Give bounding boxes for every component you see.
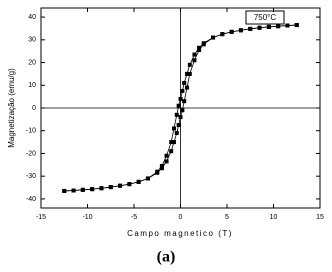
x-tick-label: 0	[179, 214, 183, 221]
marker	[197, 48, 202, 53]
marker	[118, 183, 123, 188]
y-tick-label: 10	[28, 82, 36, 89]
marker	[159, 163, 164, 168]
marker	[171, 140, 176, 145]
marker	[159, 166, 164, 171]
marker	[185, 71, 190, 76]
marker	[185, 85, 190, 90]
marker	[176, 123, 181, 128]
caption: (a)	[157, 249, 176, 266]
marker	[238, 28, 243, 33]
y-tick-label: 30	[28, 37, 36, 44]
marker	[220, 32, 225, 37]
marker	[229, 29, 234, 34]
marker	[192, 58, 197, 63]
marker	[155, 169, 160, 174]
marker	[197, 45, 202, 50]
marker	[178, 115, 183, 120]
marker	[248, 26, 253, 31]
marker	[145, 176, 150, 181]
marker	[178, 96, 183, 101]
marker	[80, 187, 85, 192]
marker	[108, 185, 113, 190]
marker	[169, 149, 174, 154]
y-tick-label: -40	[26, 196, 36, 203]
marker	[294, 23, 299, 28]
marker	[164, 153, 169, 158]
marker	[136, 179, 141, 184]
y-tick-label: -30	[26, 173, 36, 180]
x-tick-label: 10	[270, 214, 278, 221]
x-tick-label: 15	[316, 214, 324, 221]
marker	[187, 71, 192, 76]
marker	[71, 188, 76, 193]
y-tick-label: 20	[28, 59, 36, 66]
marker	[276, 24, 281, 29]
marker	[180, 108, 185, 113]
marker	[180, 88, 185, 93]
x-tick-label: -10	[82, 214, 92, 221]
annotation: 750°C	[254, 13, 277, 22]
marker	[257, 25, 262, 30]
marker	[187, 62, 192, 67]
marker	[285, 23, 290, 28]
marker	[176, 103, 181, 108]
marker	[99, 186, 104, 191]
y-tick-label: 40	[28, 14, 36, 21]
marker	[192, 52, 197, 57]
y-axis-label: Magnetização (emu/g)	[7, 68, 16, 148]
marker	[182, 81, 187, 85]
marker	[201, 41, 206, 46]
x-axis-label: Campo magnetico (T)	[127, 229, 233, 238]
marker	[90, 187, 95, 192]
y-tick-label: 0	[32, 105, 36, 112]
marker	[169, 140, 174, 145]
marker	[211, 35, 216, 40]
marker	[127, 182, 132, 187]
x-tick-label: -5	[131, 214, 137, 221]
marker	[164, 159, 169, 164]
marker	[174, 112, 179, 117]
marker	[62, 188, 67, 193]
marker	[171, 126, 176, 131]
y-tick-label: -20	[26, 150, 36, 157]
x-tick-label: -15	[36, 214, 46, 221]
y-tick-label: -10	[26, 128, 36, 135]
marker	[266, 24, 271, 29]
annotation-box	[245, 10, 285, 25]
marker	[174, 131, 179, 135]
x-tick-label: 5	[225, 214, 229, 221]
marker	[182, 99, 187, 104]
